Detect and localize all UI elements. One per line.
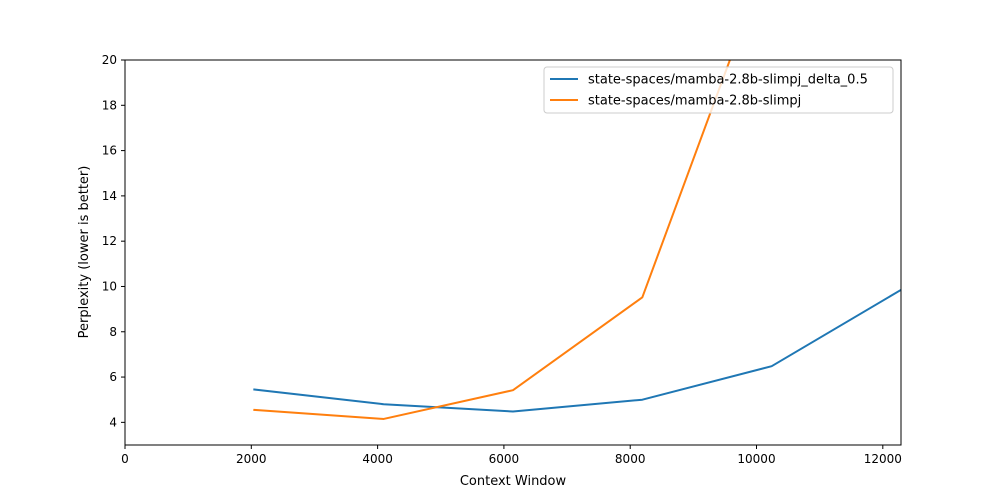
y-tick-label: 12	[102, 234, 117, 248]
x-tick-label: 10000	[737, 452, 775, 466]
x-tick-label: 6000	[489, 452, 520, 466]
y-tick-label: 8	[109, 325, 117, 339]
y-tick-label: 6	[109, 370, 117, 384]
x-tick-label: 12000	[864, 452, 902, 466]
legend-box	[543, 66, 894, 114]
legend-label-2: state-spaces/mamba-2.8b-slimpj	[588, 94, 801, 109]
y-tick-label: 20	[102, 53, 117, 67]
legend-label-1: state-spaces/mamba-2.8b-slimpj_delta_0.5	[588, 73, 868, 88]
x-axis-label: Context Window	[460, 474, 567, 489]
x-tick-label: 0	[121, 452, 129, 466]
y-tick-label: 10	[102, 279, 117, 293]
y-tick-label: 14	[102, 189, 117, 203]
x-tick-label: 4000	[362, 452, 393, 466]
y-axis: 4 6 8 10 12 14 16 18 20	[102, 53, 125, 429]
series-line-2	[253, 60, 731, 420]
legend: state-spaces/mamba-2.8b-slimpj_delta_0.5…	[543, 66, 894, 114]
y-axis-label: Perplexity (lower is better)	[77, 166, 92, 339]
x-tick-label: 8000	[615, 452, 646, 466]
series-layer	[253, 60, 901, 420]
y-tick-label: 18	[102, 98, 117, 112]
x-axis: 0 2000 4000 6000 8000 10000 12000	[121, 445, 902, 466]
y-tick-label: 16	[102, 144, 117, 158]
plot-area-frame	[124, 59, 902, 446]
x-tick-label: 2000	[236, 452, 267, 466]
y-tick-label: 4	[109, 415, 117, 429]
series-line-1	[253, 288, 901, 413]
